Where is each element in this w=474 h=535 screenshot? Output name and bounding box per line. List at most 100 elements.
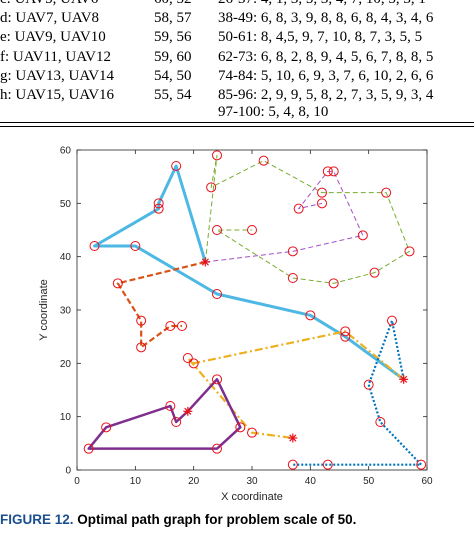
y-axis-label: Y coordinate xyxy=(38,279,50,341)
depot-marker-stroke xyxy=(201,258,209,266)
task-node-marker xyxy=(363,379,374,390)
group-cell: h: UAV15, UAV16 xyxy=(0,87,115,103)
y-tick-label: 30 xyxy=(60,306,72,317)
task-node-marker xyxy=(212,150,222,161)
tasks-cell: 50-61: 8, 4,5, 9, 7, 10, 8, 7, 3, 5, 5 xyxy=(218,29,423,45)
task-node-marker xyxy=(293,203,304,214)
drones-cell: 59, 60 xyxy=(154,49,192,65)
tasks-cell: 62-73: 6, 8, 2, 8, 9, 4, 5, 6, 7, 8, 8, … xyxy=(218,49,434,65)
task-node-marker xyxy=(387,315,397,326)
x-tick-label: 10 xyxy=(130,476,142,487)
table-bottom-rule xyxy=(0,126,474,127)
task-node-marker xyxy=(340,331,351,342)
task-node-marker xyxy=(83,443,94,454)
task-node-marker xyxy=(287,273,298,283)
x-axis-label: X coordinate xyxy=(221,491,283,503)
task-node-marker xyxy=(171,161,182,171)
x-tick-label: 50 xyxy=(363,476,375,487)
group-cell: d: UAV7, UAV8 xyxy=(0,10,100,26)
tasks-cell: 97-100: 5, 4, 8, 10 xyxy=(218,104,329,120)
task-node-marker xyxy=(404,246,415,257)
y-tick-label: 50 xyxy=(60,199,72,210)
y-tick-label: 40 xyxy=(60,252,72,263)
table-row: h: UAV15, UAV16 55, 54 85-96: 2, 9, 9, 5… xyxy=(0,87,474,106)
task-node-marker xyxy=(340,326,351,337)
drones-cell: 60, 52 xyxy=(154,0,192,8)
task-node-marker xyxy=(212,289,222,299)
table-bottom-rule xyxy=(0,122,474,123)
task-node-marker xyxy=(247,225,257,235)
task-node-marker xyxy=(305,310,316,321)
route-line xyxy=(186,330,405,440)
group-cell: g: UAV13, UAV14 xyxy=(0,68,115,84)
x-tick-label: 40 xyxy=(305,476,317,487)
task-node-marker xyxy=(182,353,193,363)
task-node-marker xyxy=(136,342,147,353)
task-node-marker xyxy=(212,225,222,235)
task-node-marker xyxy=(381,187,392,198)
table-row: e: UAV9, UAV10 59, 56 50-61: 8, 4,5, 9, … xyxy=(0,29,474,48)
task-node-marker xyxy=(247,427,257,438)
task-node-marker xyxy=(212,443,222,454)
task-node-marker xyxy=(322,166,333,177)
depot-marker-stroke xyxy=(400,375,408,383)
task-node-marker xyxy=(206,182,217,193)
table-row: f: UAV11, UAV12 59, 60 62-73: 6, 8, 2, 8… xyxy=(0,49,474,68)
tasks-cell: 26-37: 4, 1, 3, 5, 3, 4, 7, 10, 5, 3, 1 xyxy=(218,0,426,8)
task-node-marker xyxy=(188,358,199,369)
drones-cell: 55, 54 xyxy=(154,87,192,103)
task-node-marker xyxy=(369,267,380,278)
task-node-marker xyxy=(212,374,222,385)
task-node-marker xyxy=(177,321,187,331)
caption-label: FIGURE 12. xyxy=(0,512,74,527)
depot-marker xyxy=(183,406,193,416)
task-node-marker xyxy=(130,241,141,251)
y-tick-label: 60 xyxy=(60,146,72,157)
task-node-marker xyxy=(112,278,123,289)
tasks-cell: 85-96: 2, 9, 9, 5, 8, 2, 7, 3, 5, 9, 3, … xyxy=(218,87,434,103)
y-tick-label: 0 xyxy=(65,466,71,477)
depot-marker-stroke xyxy=(184,407,192,415)
table-row: 97-100: 5, 4, 8, 10 xyxy=(0,104,474,123)
table-row: d: UAV7, UAV8 58, 57 38-49: 6, 8, 3, 9, … xyxy=(0,10,474,29)
y-tick-label: 10 xyxy=(60,412,72,423)
task-node-marker xyxy=(258,155,269,166)
task-node-marker xyxy=(317,187,327,198)
tasks-cell: 74-84: 5, 10, 6, 9, 3, 7, 6, 10, 2, 6, 6 xyxy=(218,68,434,84)
task-node-marker xyxy=(357,230,368,241)
drones-cell: 59, 56 xyxy=(154,29,192,45)
depot-marker xyxy=(399,374,409,384)
group-cell: f: UAV11, UAV12 xyxy=(0,49,111,65)
group-cell: c: UAV5, UAV6 xyxy=(0,0,98,8)
task-node-marker xyxy=(317,198,327,209)
task-node-marker xyxy=(322,459,333,470)
figure-caption: FIGURE 12. Optimal path graph for proble… xyxy=(0,512,474,527)
task-node-marker xyxy=(153,203,164,214)
drones-cell: 58, 57 xyxy=(154,10,192,26)
task-node-marker xyxy=(153,198,164,209)
x-tick-label: 0 xyxy=(74,476,80,487)
task-node-marker xyxy=(171,417,182,427)
y-tick-label: 20 xyxy=(60,359,72,370)
task-node-marker xyxy=(165,321,176,331)
table-row: g: UAV13, UAV14 54, 50 74-84: 5, 10, 6, … xyxy=(0,68,474,87)
task-node-marker xyxy=(101,422,112,433)
route-line xyxy=(205,170,364,263)
task-node-marker xyxy=(416,459,427,470)
task-node-marker xyxy=(235,422,246,433)
depot-marker xyxy=(200,257,210,267)
task-node-marker xyxy=(328,278,339,289)
path-graph-chart: 0 10 20 30 40 50 60 0 10 20 30 40 50 60 X coordinate Y … xyxy=(38,146,433,504)
route-line xyxy=(116,260,206,349)
route-line xyxy=(93,164,405,381)
x-tick-label: 30 xyxy=(246,476,258,487)
table-row: c: UAV5, UAV6 60, 52 26-37: 4, 1, 3, 5, … xyxy=(0,0,474,10)
task-node-marker xyxy=(136,315,147,326)
route-line xyxy=(204,154,410,284)
plot-area-frame xyxy=(76,149,428,471)
tasks-cell: 38-49: 6, 8, 3, 9, 8, 8, 6, 8, 4, 3, 4, … xyxy=(218,10,434,26)
task-node-marker xyxy=(287,459,298,470)
group-cell: e: UAV9, UAV10 xyxy=(0,29,106,45)
x-tick-label: 20 xyxy=(188,476,200,487)
route-line xyxy=(87,378,242,450)
